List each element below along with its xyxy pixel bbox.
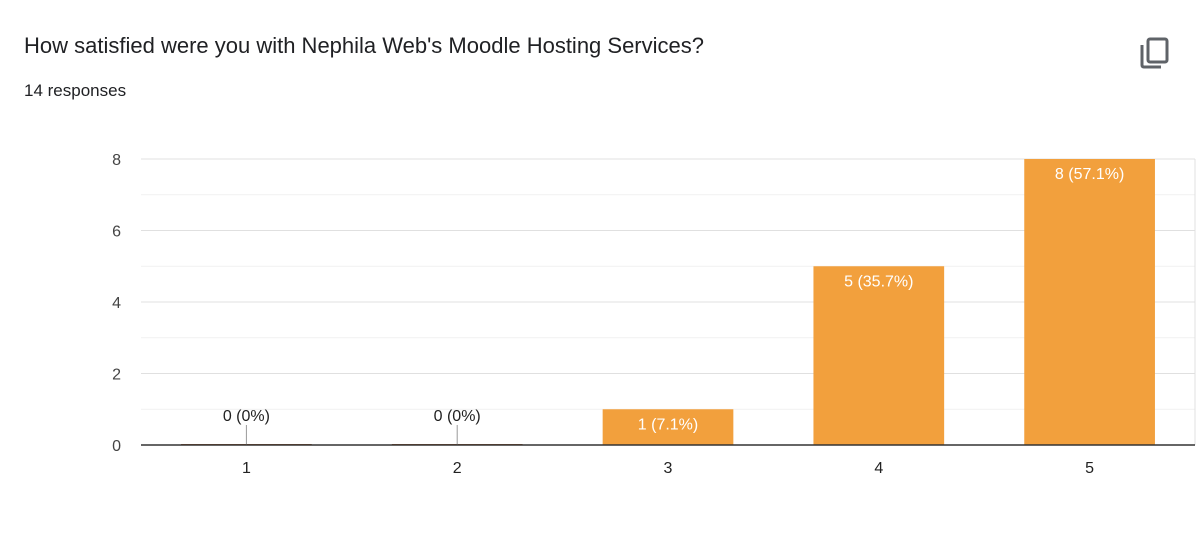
x-tick-label-4: 4 [874, 460, 883, 477]
response-count: 14 responses [24, 81, 127, 100]
y-tick-label: 6 [112, 224, 121, 241]
chart-title: How satisfied were you with Nephila Web'… [24, 33, 704, 58]
copy-icon [1140, 37, 1169, 69]
y-tick-label: 4 [112, 295, 121, 312]
data-label-4: 5 (35.7%) [844, 273, 913, 290]
y-tick-label: 0 [112, 438, 121, 455]
bar-4 [813, 266, 945, 445]
bar-3 [602, 409, 734, 445]
x-tick-label-1: 1 [242, 460, 251, 477]
copy-chart-button[interactable] [1134, 32, 1174, 72]
y-tick-label: 2 [112, 367, 121, 384]
x-tick-label-2: 2 [453, 460, 462, 477]
bar-5 [1024, 159, 1155, 445]
data-label-5: 8 (57.1%) [1055, 166, 1124, 183]
x-tick-label-5: 5 [1085, 460, 1094, 477]
data-label-2: 0 (0%) [434, 408, 481, 425]
data-label-1: 0 (0%) [223, 408, 270, 425]
y-tick-label: 8 [112, 152, 121, 169]
data-label-3: 1 (7.1%) [638, 416, 698, 433]
x-tick-label-3: 3 [664, 460, 673, 477]
